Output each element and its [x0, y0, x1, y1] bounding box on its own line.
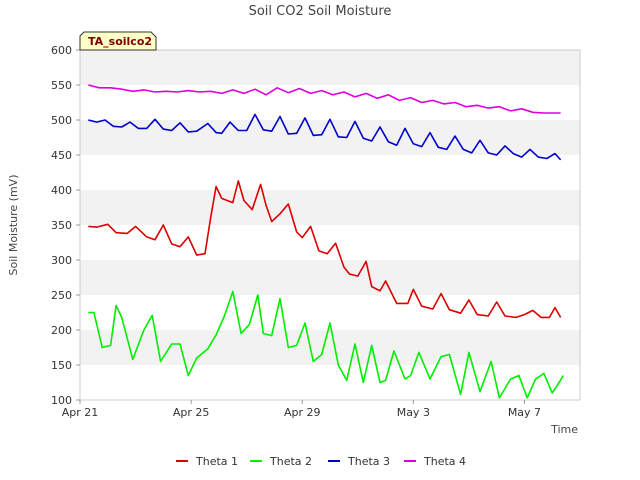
- legend: Theta 1 Theta 2 Theta 3 Theta 4: [176, 455, 466, 468]
- legend-label: Theta 1: [195, 455, 238, 468]
- grid-band: [80, 190, 580, 225]
- y-tick-label: 450: [51, 149, 72, 162]
- y-tick-label: 400: [51, 184, 72, 197]
- y-axis-label: Soil Moisture (mV): [7, 175, 20, 276]
- y-tick-label: 350: [51, 219, 72, 232]
- grid-band: [80, 50, 580, 85]
- series-line-theta-3: [88, 113, 562, 161]
- legend-label: Theta 4: [423, 455, 466, 468]
- grid-band: [80, 330, 580, 365]
- x-tick-label: May 3: [397, 406, 430, 419]
- station-tag: TA_soilco2: [79, 31, 157, 51]
- x-tick-label: Apr 29: [284, 406, 321, 419]
- x-axis-label: Time: [550, 423, 578, 436]
- y-tick-label: 250: [51, 289, 72, 302]
- grid-band: [80, 260, 580, 295]
- x-tick-label: Apr 25: [173, 406, 210, 419]
- series-lines: [88, 84, 564, 399]
- station-tag-box: [79, 31, 157, 51]
- y-tick-label: 600: [51, 44, 72, 57]
- grid-band: [80, 365, 580, 400]
- series-line-theta-1: [88, 180, 562, 319]
- y-axis-ticks: 100 150 200 250 300 350 400 450 500 550 600: [51, 44, 80, 407]
- x-axis-ticks: Apr 21 Apr 25 Apr 29 May 3 May 7: [62, 400, 541, 419]
- y-tick-label: 150: [51, 359, 72, 372]
- grid-bands: [80, 50, 580, 400]
- grid-band: [80, 225, 580, 260]
- y-tick-label: 300: [51, 254, 72, 267]
- legend-label: Theta 3: [347, 455, 390, 468]
- series-line-theta-4: [88, 84, 561, 114]
- y-tick-label: 200: [51, 324, 72, 337]
- station-tag-label: TA_soilco2: [88, 35, 152, 48]
- legend-label: Theta 2: [269, 455, 312, 468]
- y-tick-label: 550: [51, 79, 72, 92]
- grid-band: [80, 85, 580, 120]
- y-tick-label: 500: [51, 114, 72, 127]
- x-tick-label: May 7: [508, 406, 541, 419]
- series-line-theta-2: [88, 290, 564, 399]
- y-tick-label: 100: [51, 394, 72, 407]
- x-tick-label: Apr 21: [62, 406, 99, 419]
- chart-title: Soil CO2 Soil Moisture: [249, 4, 392, 19]
- grid-band: [80, 155, 580, 190]
- grid-band: [80, 120, 580, 155]
